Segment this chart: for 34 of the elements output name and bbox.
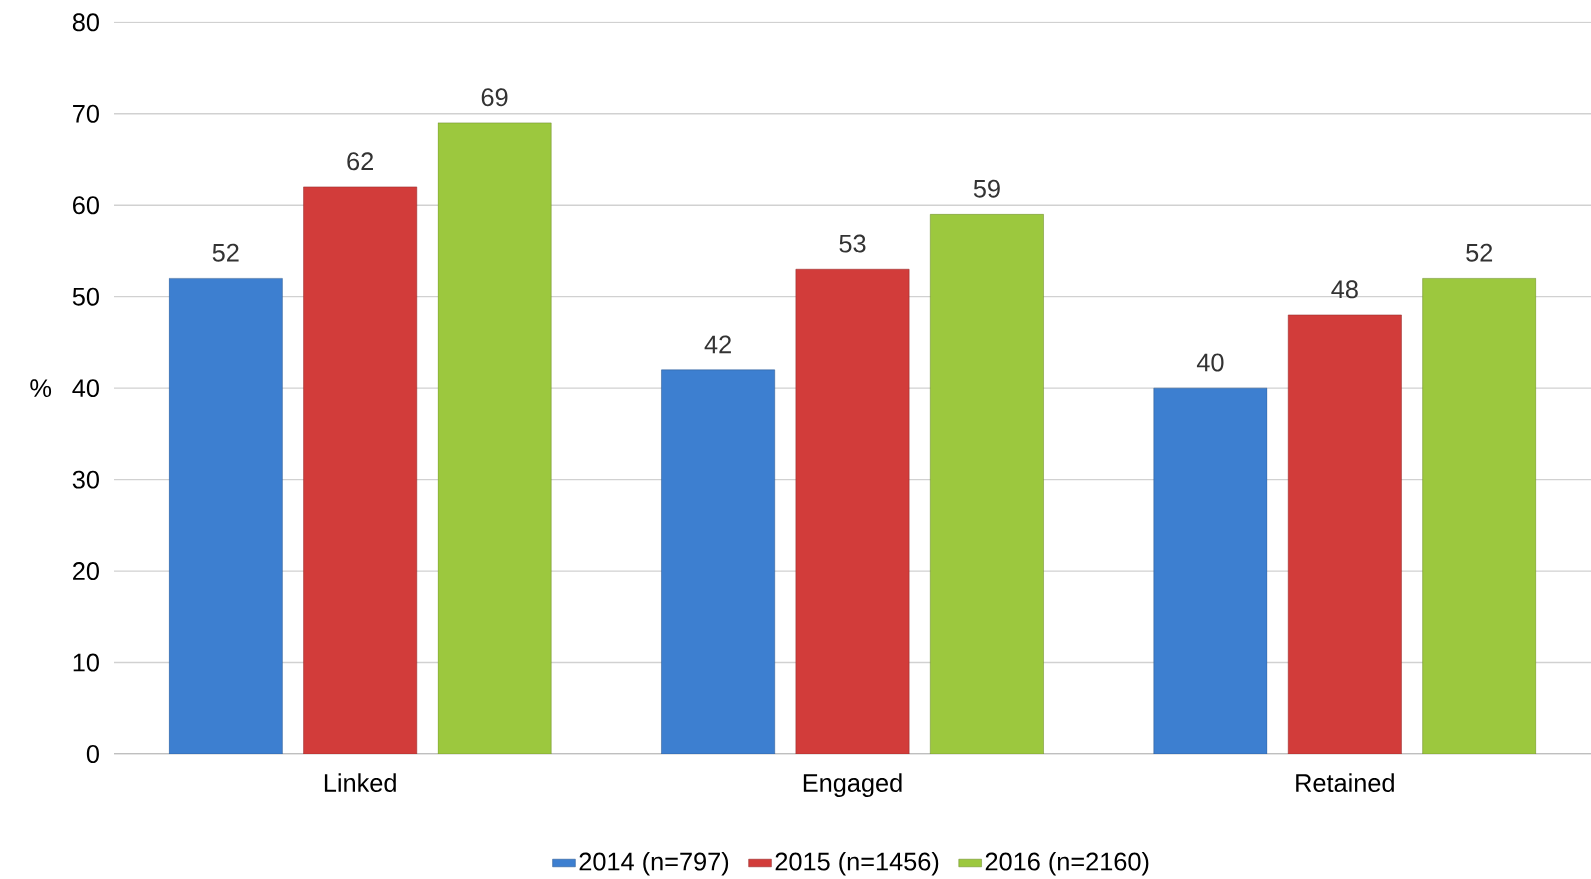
bar (168, 278, 283, 754)
data-label: 40 (1196, 353, 1224, 372)
data-label: 52 (1466, 243, 1493, 262)
data-label: 48 (1331, 280, 1358, 299)
bar (930, 214, 1044, 754)
data-label: 53 (839, 234, 866, 253)
y-tick-label: 20 (73, 562, 99, 581)
data-label: 52 (212, 243, 239, 262)
y-axis-title: % (30, 379, 52, 398)
legend-label: 2014 (n=797) (579, 851, 729, 876)
bar (661, 369, 775, 754)
bar (1153, 387, 1268, 754)
x-tick-label: Linked (324, 773, 396, 792)
bar (303, 186, 418, 754)
data-label: 42 (704, 335, 731, 354)
y-tick-label: 70 (73, 104, 99, 123)
y-tick-label: 60 (73, 196, 99, 215)
y-tick-label: 40 (72, 379, 99, 398)
y-tick-label: 80 (72, 13, 99, 32)
x-tick-label: Engaged (803, 773, 902, 797)
data-label: 62 (347, 152, 373, 171)
y-tick-label: 50 (72, 287, 99, 306)
data-label: 69 (481, 88, 508, 107)
x-tick-label: Retained (1296, 773, 1394, 792)
bar (437, 122, 552, 754)
bar (1422, 278, 1537, 754)
bar (795, 268, 910, 754)
data-label: 59 (973, 179, 1000, 198)
y-tick-label: 0 (86, 745, 99, 763)
legend-label: 2015 (n=1456) (775, 851, 939, 876)
legend-label: 2016 (n=2160) (985, 851, 1149, 876)
y-tick-label: 10 (73, 653, 99, 672)
y-tick-label: 30 (72, 470, 99, 489)
bar (1287, 314, 1402, 754)
